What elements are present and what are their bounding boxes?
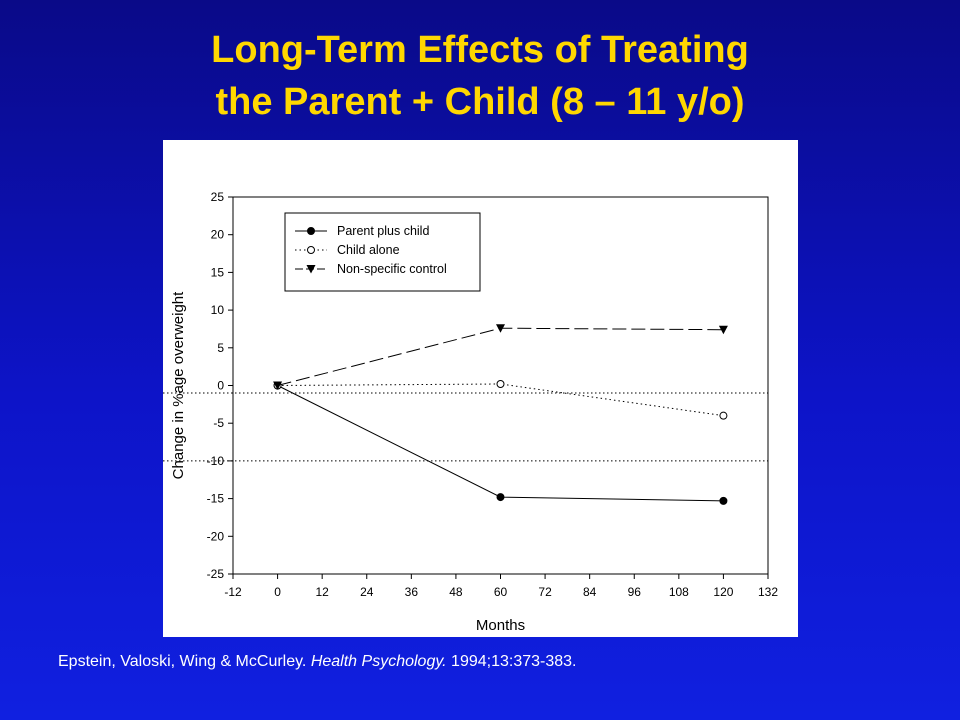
y-tick-label: 0 xyxy=(217,379,224,393)
line-chart: 25 20 15 10 5 0 -5 -10 -15 -20 -25 -12 0 12 24 36 48 60 72… xyxy=(163,190,778,634)
series-1-point-2 xyxy=(719,411,728,420)
citation-journal: Health Psychology. xyxy=(310,653,447,670)
series-line-0 xyxy=(277,385,724,502)
legend-box xyxy=(284,212,481,292)
series-1-point-1 xyxy=(496,379,505,388)
y-tick-label: 20 xyxy=(211,228,225,242)
x-tick-label: 108 xyxy=(669,585,689,599)
x-tick-label: 96 xyxy=(628,585,642,599)
series-line-2 xyxy=(277,327,724,386)
legend-marker-0 xyxy=(307,227,315,235)
x-tick-label: 36 xyxy=(405,585,419,599)
series-2-point-1 xyxy=(496,324,505,333)
legend-marker-1 xyxy=(307,246,315,254)
legend-label-1: Child alone xyxy=(337,243,400,257)
x-tick-label: 24 xyxy=(360,585,374,599)
series-0-point-2 xyxy=(719,496,728,505)
legend-marker-2 xyxy=(306,265,316,274)
x-tick-label: -12 xyxy=(224,585,242,599)
x-tick-label: 60 xyxy=(494,585,508,599)
legend-label-2: Non-specific control xyxy=(337,262,447,276)
x-tick-label: 0 xyxy=(274,585,281,599)
y-tick-label: -25 xyxy=(207,567,225,581)
y-tick-label: -15 xyxy=(207,492,225,506)
citation-reference: 1994;13:373-383. xyxy=(446,653,577,670)
series-2-point-0 xyxy=(273,381,283,390)
y-axis-title: Change in %age overweight xyxy=(170,291,187,479)
x-tick-label: 48 xyxy=(449,585,463,599)
y-tick-label: 25 xyxy=(211,190,225,204)
x-tick-label: 132 xyxy=(758,585,778,599)
title-line-1: Long-Term Effects of Treating xyxy=(211,29,749,71)
x-tick-label: 84 xyxy=(583,585,597,599)
slide-title: Long-Term Effects of Treating the Parent… xyxy=(0,24,960,128)
series-0-point-1 xyxy=(496,493,505,502)
title-line-2: the Parent + Child (8 – 11 y/o) xyxy=(215,81,745,123)
y-tick-label: 15 xyxy=(211,265,225,279)
series-2-point-2 xyxy=(718,325,728,335)
y-tick-label: -5 xyxy=(213,416,224,430)
x-tick-label: 12 xyxy=(315,585,329,599)
legend-label-0: Parent plus child xyxy=(337,224,429,238)
series-line-1 xyxy=(277,383,724,417)
y-tick-label: 10 xyxy=(211,303,225,317)
y-tick-label: -10 xyxy=(207,454,225,468)
chart-panel: 25 20 15 10 5 0 -5 -10 -15 -20 -25 -12 0 12 24 36 48 60 72… xyxy=(163,140,798,637)
citation-authors: Epstein, Valoski, Wing & McCurley. xyxy=(58,653,311,670)
x-tick-label: 72 xyxy=(538,585,552,599)
x-tick-label: 120 xyxy=(713,585,733,599)
y-tick-label: -20 xyxy=(207,529,225,543)
x-axis-title: Months xyxy=(476,617,525,634)
citation: Epstein, Valoski, Wing & McCurley. Healt… xyxy=(58,653,577,671)
y-tick-label: 5 xyxy=(217,341,224,355)
